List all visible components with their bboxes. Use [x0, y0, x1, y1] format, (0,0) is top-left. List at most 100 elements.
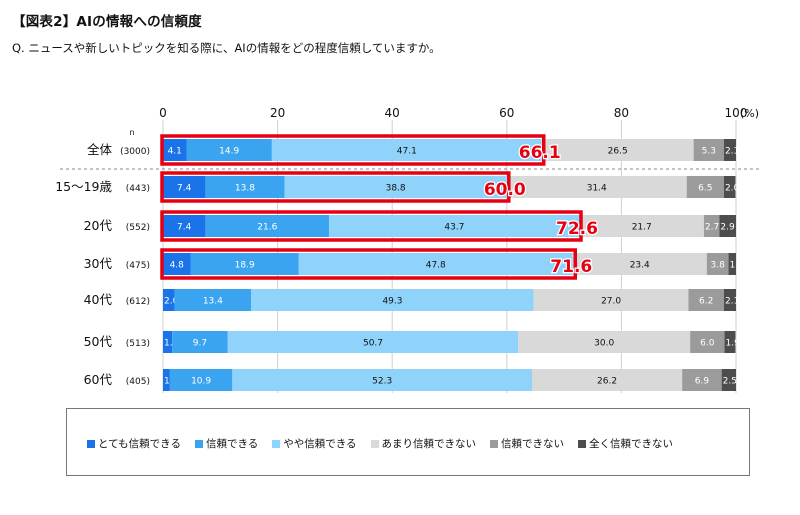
highlight-total-label: 60.0: [484, 180, 526, 200]
highlight-total-label: 71.6: [550, 257, 592, 277]
bar-segment: [174, 289, 252, 311]
bar-segment: [688, 289, 724, 311]
data-label: 30.0: [594, 339, 614, 349]
legend-label: とても信頼できる: [98, 438, 181, 450]
bar-segment: [723, 176, 736, 198]
bar-segment: [506, 176, 687, 198]
legend-swatch: [370, 439, 379, 448]
data-label: 43.7: [444, 223, 464, 233]
data-label: 4.1: [168, 147, 182, 157]
bar-segment: [533, 289, 689, 311]
legend-label: あまり信頼できない: [381, 438, 477, 450]
data-label: 6.0: [700, 339, 715, 349]
chart-title: 【図表2】AIの情報への信頼度: [12, 14, 202, 30]
x-tick-label: 0: [159, 106, 167, 120]
legend-swatch: [194, 439, 203, 448]
bar-segment: [232, 369, 533, 391]
stacked-bar-chart: 0 20 40 60 80 100(%) n 全体 (3000) 15～19歳 (443) 20代 (5…: [55, 106, 760, 393]
bar-segment: [205, 215, 330, 237]
n-header: n: [129, 128, 134, 137]
legend-label: 全く信頼できない: [589, 438, 674, 450]
legend-item: 信頼できる: [194, 436, 258, 451]
data-label: 14.9: [219, 147, 239, 157]
data-label: 21.7: [632, 223, 652, 233]
data-label: 7.4: [177, 184, 192, 194]
n-label: (513): [126, 339, 150, 349]
data-label: 6.9: [695, 377, 710, 387]
data-label: 4.8: [170, 261, 185, 271]
data-label: 50.7: [363, 339, 383, 349]
data-label: 6.2: [699, 297, 713, 307]
bar-segment: [693, 139, 724, 161]
legend-swatch: [87, 439, 95, 448]
bar-segment: [690, 331, 725, 353]
n-label: (405): [126, 377, 150, 387]
highlight-outline: [160, 134, 546, 166]
bar-segment: [723, 139, 736, 161]
data-label: 7.4: [177, 223, 192, 233]
bar-segment: [532, 369, 683, 391]
legend-swatch: [272, 439, 281, 448]
bar-segment: [163, 253, 191, 275]
data-label: 3.8: [710, 261, 725, 271]
n-label: (612): [126, 297, 150, 307]
category-label: 15～19歳: [55, 179, 112, 194]
highlight-outline: [160, 210, 583, 242]
legend-item: 全く信頼できない: [578, 436, 673, 451]
bar-segment: [572, 253, 707, 275]
data-label: 38.8: [386, 184, 406, 194]
highlight-total-label: 72.6: [556, 219, 598, 239]
bar-segment: [703, 215, 720, 237]
bar-segment: [163, 331, 173, 353]
data-label: 1.3: [730, 261, 744, 271]
data-label: 31.4: [587, 184, 607, 194]
data-label: 13.8: [235, 184, 255, 194]
bar-segment: [271, 139, 542, 161]
x-tick-label: 100: [725, 106, 748, 120]
data-label: 52.3: [372, 377, 392, 387]
category-label: 40代: [84, 292, 113, 307]
legend-item: 信頼できない: [490, 436, 564, 451]
n-label: (3000): [120, 147, 150, 157]
legend-item: やや信頼できる: [272, 436, 357, 451]
data-label: 5.3: [702, 147, 716, 157]
bar-segment: [706, 253, 729, 275]
data-label: 47.8: [426, 261, 446, 271]
highlight-outline: [160, 248, 578, 280]
bar-segment: [284, 176, 507, 198]
bar-segment: [163, 289, 175, 311]
legend: とても信頼できる 信頼できる やや信頼できる あまり信頼できない 信頼できない 全く信頼で…: [66, 408, 750, 476]
bar-segment: [251, 289, 534, 311]
bar-segment: [721, 369, 736, 391]
unit-label: (%): [740, 107, 759, 120]
data-label: 1.9: [726, 339, 741, 349]
x-tick-label: 40: [385, 106, 400, 120]
data-label: 13.4: [203, 297, 223, 307]
data-label: 2.9: [720, 223, 735, 233]
data-label: 2.1: [725, 297, 739, 307]
x-tick-label: 20: [270, 106, 285, 120]
category-label: 20代: [84, 218, 113, 233]
bar-segment: [205, 176, 285, 198]
data-label: 49.3: [382, 297, 402, 307]
data-label: 2.1: [725, 147, 739, 157]
data-label: 10.9: [191, 377, 211, 387]
legend-swatch: [578, 439, 587, 448]
bar-segment: [163, 139, 187, 161]
legend-label: やや信頼できる: [283, 438, 357, 450]
data-label: 2.5: [723, 377, 737, 387]
bar-segment: [169, 369, 233, 391]
n-label: (552): [126, 223, 150, 233]
bar-segment: [723, 289, 736, 311]
chart-question: Q. ニュースや新しいトピックを知る際に、AIの情報をどの程度信頼していますか。: [12, 41, 441, 55]
data-label: 21.6: [257, 223, 277, 233]
x-tick-label: 80: [614, 106, 629, 120]
bar-segment: [579, 215, 704, 237]
legend-item: あまり信頼できない: [370, 436, 477, 451]
data-label: 27.0: [601, 297, 621, 307]
bar-segment: [163, 215, 206, 237]
highlight-outline: [160, 171, 511, 203]
n-label: (443): [126, 184, 150, 194]
legend-items: とても信頼できる 信頼できる やや信頼できる あまり信頼できない 信頼できない 全く信頼で…: [87, 436, 687, 451]
highlight-total-label: 66.1: [519, 143, 561, 163]
